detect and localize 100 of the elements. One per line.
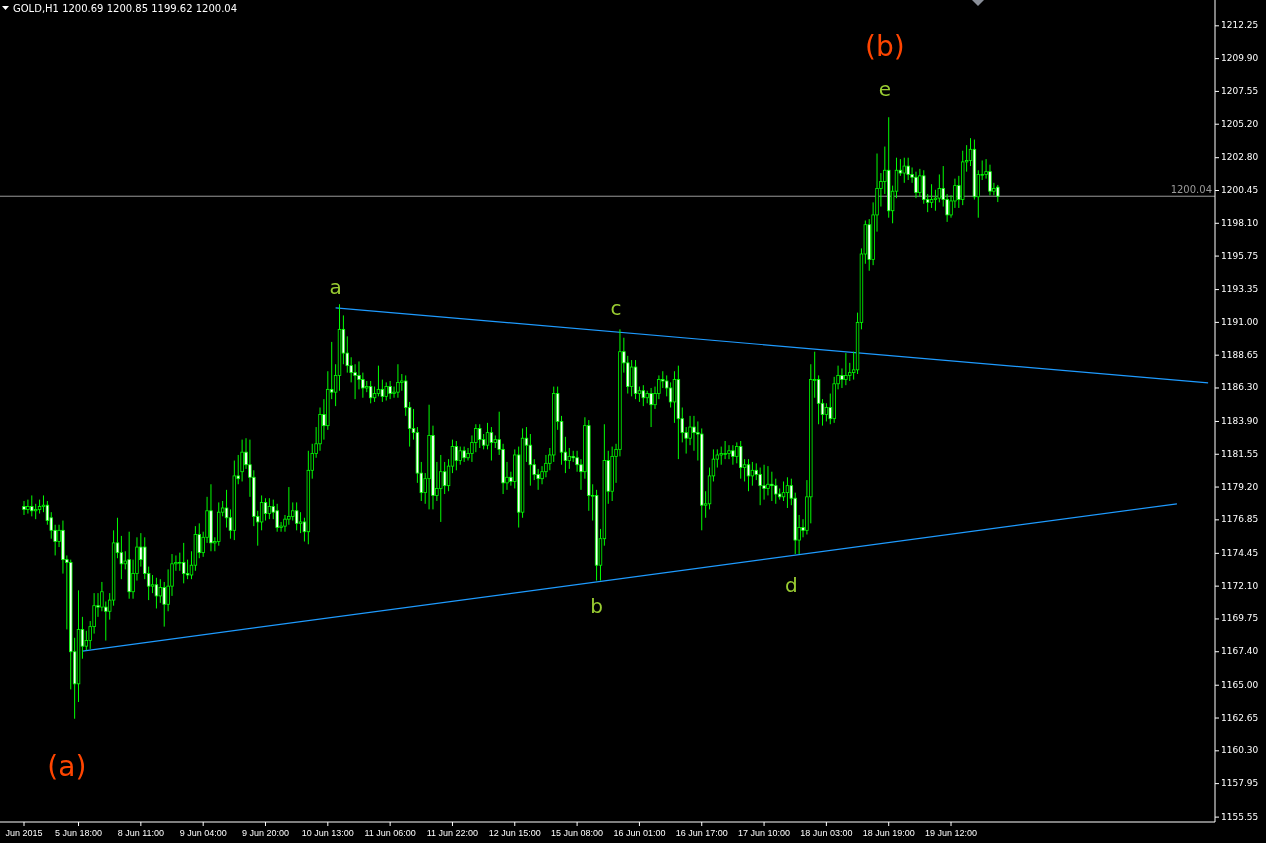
candlestick (727, 444, 731, 460)
annotation: e (878, 76, 891, 101)
y-tick-label: 1205.20 (1221, 118, 1259, 129)
candlestick (158, 578, 163, 604)
x-tick-label: 9 Jun 20:00 (241, 828, 290, 838)
x-tick-label: 10 Jun 13:00 (301, 828, 354, 838)
candlestick (672, 370, 677, 424)
candlestick (26, 499, 30, 515)
candlestick (649, 387, 653, 428)
candlestick (439, 454, 443, 523)
candlestick (162, 581, 166, 628)
candlestick (902, 157, 906, 184)
y-tick-label: 1174.45 (1221, 547, 1259, 558)
candlestick (388, 380, 392, 400)
candlestick (478, 423, 482, 449)
candlestick (275, 503, 279, 533)
x-tick-label: 12 Jun 15:00 (488, 828, 541, 838)
candlestick (758, 467, 762, 506)
candlestick (150, 574, 155, 594)
y-tick-label: 1176.85 (1221, 514, 1259, 525)
y-tick-label: 1167.40 (1221, 646, 1259, 657)
candlestick (629, 359, 634, 397)
y-tick-label: 1202.80 (1221, 152, 1259, 163)
y-tick-label: 1207.55 (1221, 85, 1259, 96)
candlestick (178, 552, 182, 572)
y-tick-label: 1160.30 (1221, 745, 1259, 756)
candlestick (844, 352, 848, 386)
candlestick (914, 171, 918, 199)
x-tick-label: 17 Jun 10:00 (738, 828, 791, 838)
annotation: b (590, 593, 603, 618)
annotation: d (784, 572, 798, 597)
candlestick (263, 497, 268, 522)
y-tick-label: 1169.75 (1221, 613, 1259, 624)
annotation: a (329, 274, 342, 299)
candlestick (154, 577, 159, 609)
candlestick (182, 542, 186, 584)
y-tick-label: 1209.90 (1221, 53, 1259, 64)
y-tick-label: 1191.00 (1221, 316, 1259, 327)
x-tick-label: 8 Jun 11:00 (117, 828, 165, 838)
y-tick-label: 1172.10 (1221, 580, 1259, 591)
candlestick (259, 494, 264, 531)
candlestick (30, 494, 34, 517)
candlestick (723, 440, 727, 460)
y-tick-label: 1183.90 (1221, 415, 1259, 426)
candlestick (442, 461, 447, 495)
y-tick-label: 1186.30 (1221, 382, 1259, 393)
candlestick (240, 439, 244, 482)
y-tick-label: 1155.55 (1221, 811, 1259, 822)
candlestick (454, 440, 459, 471)
candlestick (840, 367, 844, 389)
x-tick-label: 19 Jun 12:00 (925, 828, 978, 838)
y-tick-label: 1195.75 (1221, 250, 1259, 261)
y-tick-label: 1181.55 (1221, 448, 1259, 459)
y-tick-label: 1179.20 (1221, 481, 1259, 492)
x-tick-label: 5 Jun 18:00 (55, 828, 103, 838)
x-tick-label: 18 Jun 19:00 (862, 828, 915, 838)
y-tick-label: 1188.65 (1221, 349, 1259, 360)
candlestick (185, 559, 190, 580)
chart-title: GOLD,H1 1200.69 1200.85 1199.62 1200.04 (13, 3, 238, 14)
candlestick (746, 458, 751, 492)
candlestick (816, 374, 821, 425)
annotation: (a) (47, 750, 87, 783)
y-tick-label: 1193.35 (1221, 284, 1259, 295)
x-tick-label: 11 Jun 06:00 (364, 828, 416, 838)
candlestick (396, 363, 400, 399)
candlestick (462, 446, 466, 463)
y-tick-label: 1200.45 (1221, 185, 1259, 195)
candlestick (626, 355, 630, 395)
candlestick (824, 402, 829, 422)
annotation: c (610, 295, 622, 320)
candlestick (668, 381, 673, 409)
candlestick (770, 471, 774, 502)
x-tick-label: 16 Jun 17:00 (675, 828, 728, 838)
x-tick-label: 9 Jun 04:00 (179, 828, 227, 838)
y-tick-label: 1212.25 (1221, 20, 1259, 31)
annotation: (b) (865, 30, 905, 63)
candlestick (785, 476, 790, 509)
x-tick-label: 11 Jun 22:00 (426, 828, 479, 838)
candlestick (906, 157, 910, 181)
candlestick (376, 365, 381, 397)
x-tick-label: 15 Jun 08:00 (551, 828, 604, 838)
candlestick (84, 630, 89, 651)
candlestick (298, 511, 303, 534)
candlestick (735, 441, 739, 464)
candlestick (22, 500, 26, 516)
candlestick (731, 444, 735, 466)
candlestick (929, 183, 934, 209)
candlestick (739, 440, 743, 480)
y-tick-label: 1198.10 (1221, 217, 1259, 228)
candlestick (762, 464, 766, 501)
y-tick-label: 1165.00 (1221, 679, 1259, 690)
y-tick-label: 1157.95 (1221, 778, 1259, 789)
candlestick (458, 446, 462, 466)
candlestick (384, 381, 388, 402)
candlestick (267, 497, 272, 520)
x-tick-label: Jun 2015 (5, 828, 43, 838)
candlestick (294, 501, 299, 531)
ref-line-label: 1200.04 (1170, 184, 1212, 196)
y-tick-label: 1162.65 (1221, 712, 1259, 723)
x-tick-label: 18 Jun 03:00 (800, 828, 853, 838)
